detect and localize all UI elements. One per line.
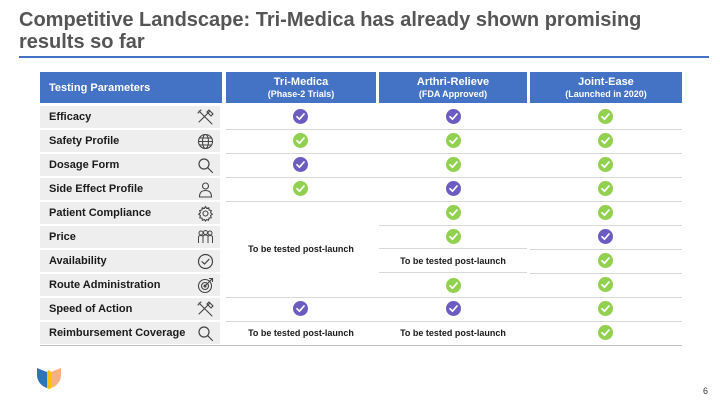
row-bg-availability	[40, 250, 220, 272]
note-arthri-availability: To be tested post-launch	[400, 256, 506, 266]
green-check-icon	[446, 278, 461, 293]
green-check-icon	[293, 181, 308, 196]
globe-icon	[197, 133, 214, 150]
header-tri-medica: Tri-Medica (Phase-2 Trials)	[226, 72, 376, 103]
green-check-icon	[598, 325, 613, 340]
row-label-speed-of-action: Speed of Action	[49, 303, 133, 315]
header-tri-medica-sub: (Phase-2 Trials)	[267, 88, 335, 99]
row-label-price: Price	[49, 231, 76, 243]
row-bg-price	[40, 226, 220, 248]
row-label-patient-compliance: Patient Compliance	[49, 207, 152, 219]
row-divider	[379, 225, 682, 226]
company-logo	[36, 366, 62, 390]
people-icon	[197, 229, 214, 246]
row-bg-dosage	[40, 154, 220, 176]
header-arthri-relieve-name: Arthri-Relieve	[416, 75, 490, 88]
purple-check-icon	[293, 157, 308, 172]
header-arthri-relieve: Arthri-Relieve (FDA Approved)	[379, 72, 527, 103]
header-joint-ease-sub: (Launched in 2020)	[565, 88, 647, 99]
row-divider	[226, 129, 682, 130]
row-divider	[226, 297, 682, 298]
row-bg-route	[40, 274, 220, 296]
green-check-icon	[598, 133, 613, 148]
gear-icon	[197, 205, 214, 222]
header-tri-medica-name: Tri-Medica	[273, 75, 329, 88]
header-arthri-relieve-sub: (FDA Approved)	[418, 88, 488, 99]
row-label-efficacy: Efficacy	[49, 111, 92, 123]
row-label-route-administration: Route Administration	[49, 279, 161, 291]
green-check-icon	[598, 181, 613, 196]
green-check-icon	[598, 301, 613, 316]
purple-check-icon	[293, 109, 308, 124]
header-joint-ease-name: Joint-Ease	[578, 75, 634, 88]
row-bg-reimbursement	[40, 322, 220, 344]
header-joint-ease: Joint-Ease (Launched in 2020)	[530, 72, 682, 103]
header-testing-parameters: Testing Parameters	[40, 72, 222, 103]
target-icon	[197, 277, 214, 294]
note-tri-medica-post-launch: To be tested post-launch	[248, 244, 354, 254]
row-bg-compliance	[40, 202, 220, 224]
person-icon	[197, 181, 214, 198]
green-check-icon	[598, 205, 613, 220]
page-number: 6	[703, 386, 709, 396]
row-bg-speed	[40, 298, 220, 320]
green-check-icon	[446, 229, 461, 244]
row-label-dosage-form: Dosage Form	[49, 159, 120, 171]
row-divider	[379, 272, 527, 273]
comparison-table: Testing Parameters Tri-Medica (Phase-2 T…	[40, 72, 682, 346]
row-divider	[226, 201, 682, 202]
purple-check-icon	[446, 109, 461, 124]
row-label-safety-profile: Safety Profile	[49, 135, 120, 147]
row-divider	[226, 321, 682, 322]
green-check-icon	[598, 253, 613, 268]
slide-title: Competitive Landscape: Tri-Medica has al…	[19, 9, 642, 53]
green-check-icon	[446, 157, 461, 172]
table-bottom-border	[40, 345, 682, 346]
row-label-availability: Availability	[49, 255, 107, 267]
tools-icon	[197, 301, 214, 318]
row-label-side-effect-profile: Side Effect Profile	[49, 183, 144, 195]
green-check-icon	[598, 157, 613, 172]
purple-check-icon	[598, 229, 613, 244]
magnifier-icon	[197, 157, 214, 174]
row-divider	[530, 273, 682, 274]
green-check-icon	[446, 133, 461, 148]
note-tri-medica-reimbursement: To be tested post-launch	[248, 328, 354, 338]
magnifier-icon	[197, 325, 214, 342]
row-label-reimbursement-coverage: Reimbursement Coverage	[49, 327, 186, 339]
green-check-icon	[446, 205, 461, 220]
check-circle-icon	[197, 253, 214, 270]
tools-icon	[197, 109, 214, 126]
row-divider	[530, 249, 682, 250]
row-bg-efficacy	[40, 106, 220, 128]
row-divider	[226, 153, 682, 154]
note-arthri-reimbursement: To be tested post-launch	[400, 328, 506, 338]
green-check-icon	[598, 109, 613, 124]
green-check-icon	[293, 133, 308, 148]
green-check-icon	[598, 277, 613, 292]
row-bg-side-effect	[40, 178, 220, 200]
row-divider	[379, 248, 527, 249]
purple-check-icon	[293, 301, 308, 316]
row-divider	[226, 177, 682, 178]
title-underline	[19, 56, 709, 58]
purple-check-icon	[446, 301, 461, 316]
row-bg-safety	[40, 130, 220, 152]
purple-check-icon	[446, 181, 461, 196]
